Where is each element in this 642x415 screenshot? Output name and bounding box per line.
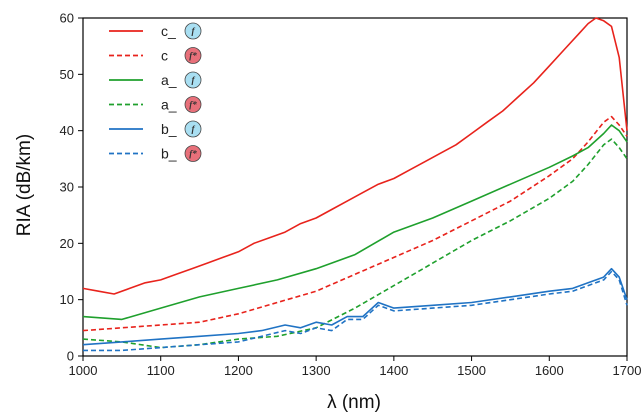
y-tick-label: 30 — [60, 180, 74, 195]
legend-item-3: a_ f — [109, 71, 202, 89]
legend-badge-icon — [184, 120, 202, 138]
legend-badge-label: f — [192, 124, 196, 134]
x-tick-label: 1600 — [535, 363, 564, 378]
legend-badge-icon — [184, 47, 202, 64]
y-tick-label: 20 — [60, 236, 74, 251]
axes-layer: 1000 1100 1200 1300 1400 1500 1600 1700 0 10 20 30 4… — [60, 11, 642, 379]
plot-area — [82, 17, 628, 357]
x-tick-label: 1700 — [613, 363, 642, 378]
legend-badge-label: f* — [189, 149, 197, 159]
legend-item-1: c_ f — [109, 22, 202, 40]
legend-item-5: b_ f — [109, 120, 202, 138]
legend-badge-label: f — [192, 26, 196, 36]
legend-badge-icon — [184, 96, 202, 113]
legend-badge-icon — [184, 71, 202, 89]
legend-label: b_ — [161, 146, 177, 162]
legend-item-2: c f* — [109, 47, 202, 64]
x-tick-label: 1000 — [69, 363, 98, 378]
legend-label: c_ — [161, 23, 176, 39]
x-tick-label: 1200 — [224, 363, 253, 378]
series-line-2 — [82, 115, 628, 332]
legend-label: c — [161, 48, 168, 64]
plot-frame — [82, 17, 628, 357]
y-tick-label: 40 — [60, 123, 74, 138]
series-line-5 — [82, 267, 628, 346]
y-tick-label: 10 — [60, 292, 74, 307]
legend-badge-label: f — [192, 75, 196, 85]
x-tick-label: 1100 — [147, 363, 175, 378]
legend-item-4: a_ f* — [109, 96, 202, 113]
legend-badge-icon — [184, 22, 202, 40]
legend-label: b_ — [161, 121, 177, 137]
series-layer — [82, 17, 628, 352]
legend: c_ fc f*a_ fa_ f*b_ fb_ f* — [109, 22, 202, 162]
series-line-3 — [82, 124, 628, 321]
y-tick-label: 60 — [60, 11, 74, 26]
legend-badge-icon — [184, 145, 202, 162]
legend-item-6: b_ f* — [109, 145, 202, 162]
y-tick-label: 50 — [60, 67, 74, 82]
y-axis-title: RIA (dB/km) — [14, 134, 35, 236]
x-tick-label: 1500 — [457, 363, 486, 378]
series-line-1 — [82, 17, 628, 295]
legend-label: a_ — [161, 72, 177, 88]
x-tick-label: 1400 — [379, 363, 408, 378]
y-tick-label: 0 — [67, 349, 74, 364]
x-axis-title: λ (nm) — [327, 392, 381, 413]
series-line-4 — [82, 138, 628, 349]
x-tick-label: 1300 — [302, 363, 331, 378]
legend-badge-label: f* — [189, 100, 197, 110]
legend-badge-label: f* — [189, 51, 197, 61]
legend-label: a_ — [161, 97, 177, 113]
series-line-6 — [83, 270, 628, 352]
